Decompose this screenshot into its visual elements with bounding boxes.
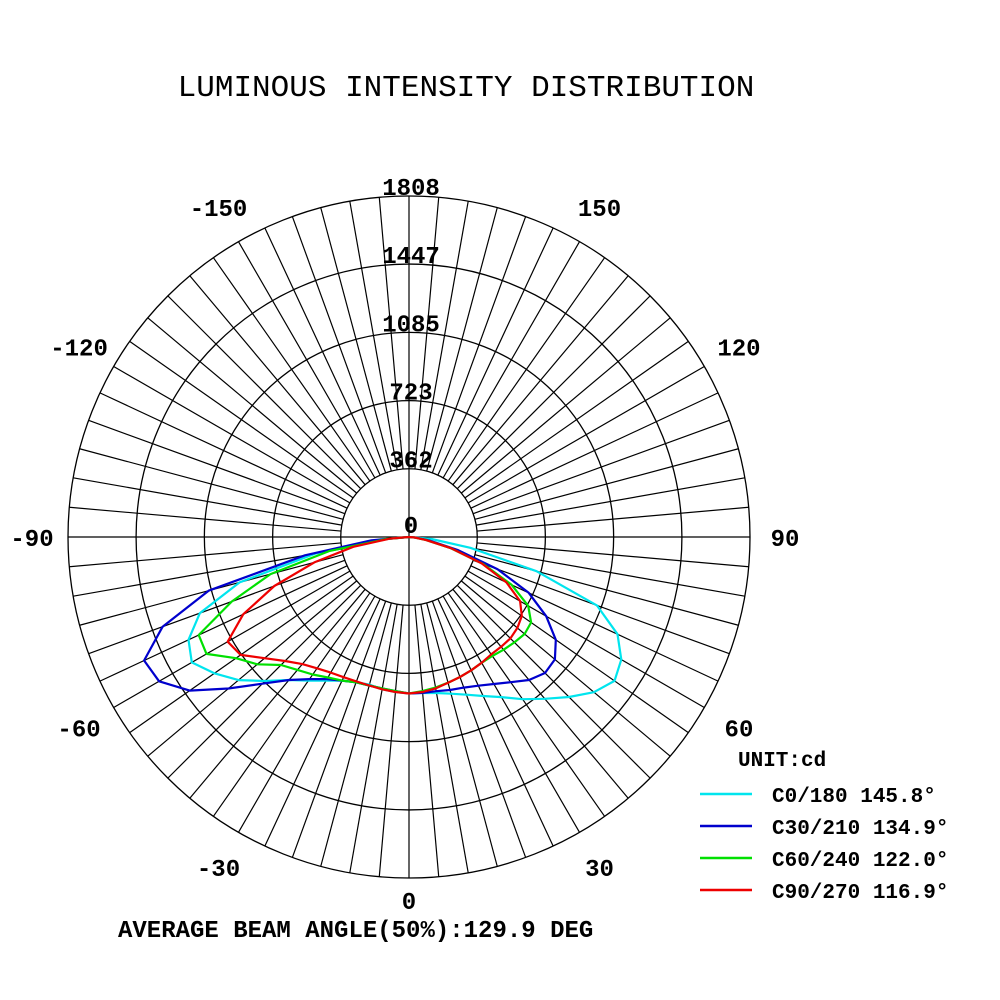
grid-ring <box>67 195 751 879</box>
grid-ring <box>135 263 683 811</box>
angle-label: -120 <box>50 337 108 364</box>
legend-label: C0/180 145.8° <box>772 786 936 809</box>
radial-tick-label: 0 <box>404 514 418 541</box>
angle-label: 60 <box>725 718 754 745</box>
radial-tick-labels: 0 362 723 1085 1447 1808 <box>382 176 440 541</box>
chart-title: LUMINOUS INTENSITY DISTRIBUTION <box>178 71 755 106</box>
angle-label: 90 <box>771 527 800 554</box>
angle-label: 150 <box>578 197 621 224</box>
grid-ring <box>271 399 547 675</box>
unit-label: UNIT:cd <box>738 750 826 773</box>
series-line <box>187 535 623 701</box>
angle-label: 30 <box>585 857 614 884</box>
angle-label: -60 <box>57 718 100 745</box>
grid-ring <box>203 331 615 743</box>
beam-angle-footer: AVERAGE BEAM ANGLE(50%):129.9 DEG <box>118 918 593 945</box>
legend-label: C30/210 134.9° <box>772 818 948 841</box>
angle-label: -150 <box>190 197 248 224</box>
angle-label: -90 <box>10 527 53 554</box>
radial-tick-label: 1085 <box>382 312 440 339</box>
radial-tick-label: 1447 <box>382 244 440 271</box>
grid-ring <box>340 468 478 606</box>
angle-labels: 0 30 -30 60 -60 90 -90 120 -120 150 -150 <box>10 197 799 917</box>
legend-label: C90/270 116.9° <box>772 882 948 905</box>
angle-label: 120 <box>717 337 760 364</box>
radial-tick-label: 362 <box>389 449 432 476</box>
radial-tick-label: 723 <box>389 381 432 408</box>
angle-label: -30 <box>197 857 240 884</box>
angle-label: 0 <box>402 890 416 917</box>
polar-grid <box>67 195 751 879</box>
legend: UNIT:cd C0/180 145.8° C30/210 134.9° C60/2… <box>700 750 948 905</box>
legend-label: C60/240 122.0° <box>772 850 948 873</box>
radial-tick-label: 1808 <box>382 176 440 203</box>
intensity-curves <box>143 535 623 701</box>
series-line <box>226 535 523 695</box>
